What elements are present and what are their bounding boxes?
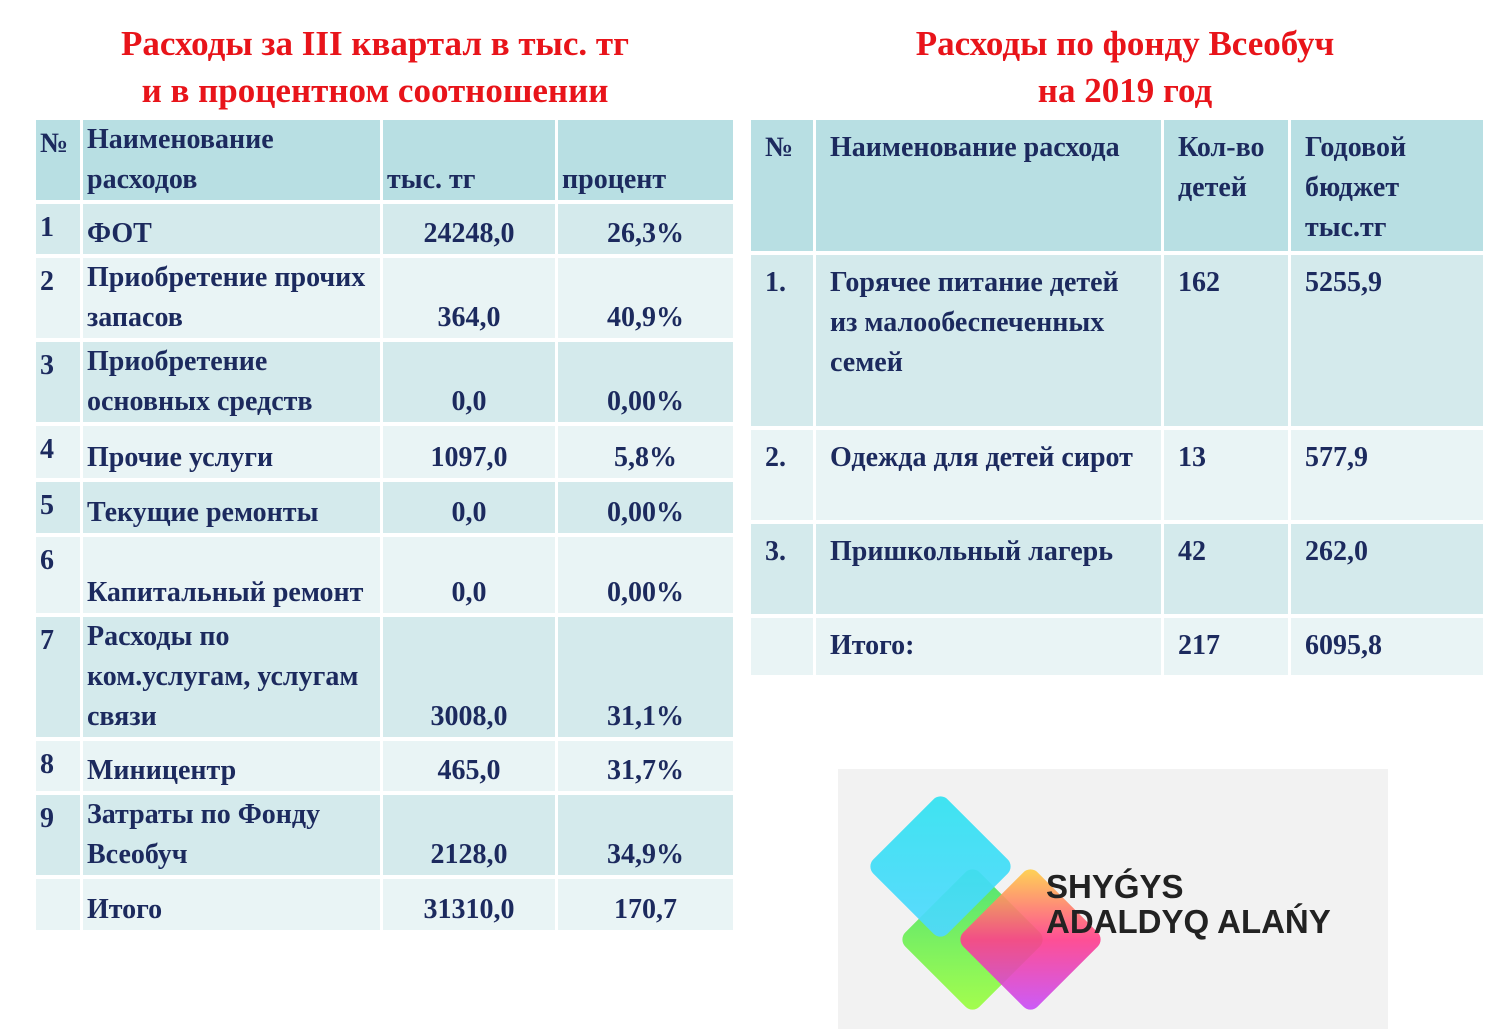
table-row: 6 Капитальный ремонт 0,0 0,00% [36,537,733,613]
table-cell: 13 [1164,430,1288,520]
table-cell: № [751,120,813,251]
table-cell: 0,00% [558,537,733,613]
table-cell: тыс. тг [383,120,555,200]
table-row: 1 ФОТ 24248,0 26,3% [36,204,733,254]
table-cell: 40,9% [558,258,733,338]
table-cell: 217 [1164,618,1288,675]
table-cell: Пришкольный лагерь [816,524,1161,614]
table-cell: 1097,0 [383,426,555,478]
table-cell: Наименование расходов [83,120,380,200]
table-cell: 2 [36,258,80,338]
table-cell: Годовой бюджет тыс.тг [1291,120,1483,251]
table-cell: 26,3% [558,204,733,254]
table-cell: 0,00% [558,342,733,422]
table-cell: 7 [36,617,80,737]
table-cell: 5,8% [558,426,733,478]
table-cell: Кол-во детей [1164,120,1288,251]
table-cell: 2128,0 [383,795,555,875]
expenses-table: № Наименование расходов тыс. тг процент 1 ФОТ… [33,116,736,934]
table-cell: 34,9% [558,795,733,875]
table-cell: 5 [36,482,80,533]
table-cell: ФОТ [83,204,380,254]
table-cell: Текущие ремонты [83,482,380,533]
table-cell: Расходы по ком.услугам, услугам связи [83,617,380,737]
table-cell: 0,0 [383,482,555,533]
table-cell: 3008,0 [383,617,555,737]
logo-text: ADALDYQ ALAŃY [1046,903,1331,940]
table-cell: Затраты по Фонду Всеобуч [83,795,380,875]
table-cell: 31,1% [558,617,733,737]
table-row: 4 Прочие услуги 1097,0 5,8% [36,426,733,478]
table-row: 3 Приобретение основных средств 0,0 0,00% [36,342,733,422]
logo: SHYǴYS ADALDYQ ALAŃY [838,769,1388,1029]
table-cell: Приобретение прочих запасов [83,258,380,338]
table-cell: Миницентр [83,741,380,791]
table-cell: 6 [36,537,80,613]
table-cell: Одежда для детей сирот [816,430,1161,520]
table-cell: Наименование расхода [816,120,1161,251]
table-cell: 170,7 [558,879,733,930]
title-line: Расходы по фонду Всеобуч [915,24,1335,63]
table-cell [36,879,80,930]
table-cell: 31,7% [558,741,733,791]
table-cell: 465,0 [383,741,555,791]
title-line: Расходы за III квартал в тыс. тг [121,24,629,63]
table-cell: 24248,0 [383,204,555,254]
table-cell: 31310,0 [383,879,555,930]
table-cell: 162 [1164,255,1288,426]
table-cell: 0,00% [558,482,733,533]
table-cell: № [36,120,80,200]
table-cell: 5255,9 [1291,255,1483,426]
table-row: 8 Миницентр 465,0 31,7% [36,741,733,791]
fund-table: № Наименование расхода Кол-во детей Годовой… [748,116,1486,679]
table-cell: Горячее питание детей из малообеспеченны… [816,255,1161,426]
table-cell: 0,0 [383,537,555,613]
table-cell: 9 [36,795,80,875]
table-cell: Итого: [816,618,1161,675]
table-row: Итого 31310,0 170,7 [36,879,733,930]
logo-text: SHYǴYS [1046,868,1184,905]
table-cell: 262,0 [1291,524,1483,614]
table-cell: Капитальный ремонт [83,537,380,613]
table-cell: Приобретение основных средств [83,342,380,422]
table-row: № Наименование расходов тыс. тг процент [36,120,733,200]
table-row: 5 Текущие ремонты 0,0 0,00% [36,482,733,533]
table-row: 3. Пришкольный лагерь 42 262,0 [751,524,1483,614]
table-cell: 1. [751,255,813,426]
table-cell: 0,0 [383,342,555,422]
table-row: № Наименование расхода Кол-во детей Годовой… [751,120,1483,251]
table-row: Итого: 217 6095,8 [751,618,1483,675]
table-row: 7 Расходы по ком.услугам, услугам связи 30… [36,617,733,737]
table-row: 1. Горячее питание детей из малообеспечен… [751,255,1483,426]
table-cell: 364,0 [383,258,555,338]
table-cell: 1 [36,204,80,254]
table-row: 2 Приобретение прочих запасов 364,0 40,9% [36,258,733,338]
right-title: Расходы по фонду Всеобуч на 2019 год [750,20,1500,114]
table-cell: 42 [1164,524,1288,614]
table-cell: 2. [751,430,813,520]
table-cell: 577,9 [1291,430,1483,520]
table-cell: процент [558,120,733,200]
table-cell: 3 [36,342,80,422]
table-cell: Прочие услуги [83,426,380,478]
table-cell [751,618,813,675]
table-cell: 8 [36,741,80,791]
table-cell: 6095,8 [1291,618,1483,675]
table-cell: 4 [36,426,80,478]
table-row: 2. Одежда для детей сирот 13 577,9 [751,430,1483,520]
table-cell: Итого [83,879,380,930]
table-cell: 3. [751,524,813,614]
title-line: и в процентном соотношении [141,71,609,110]
title-line: на 2019 год [1037,71,1213,110]
table-row: 9 Затраты по Фонду Всеобуч 2128,0 34,9% [36,795,733,875]
left-title: Расходы за III квартал в тыс. тг и в про… [0,20,750,114]
